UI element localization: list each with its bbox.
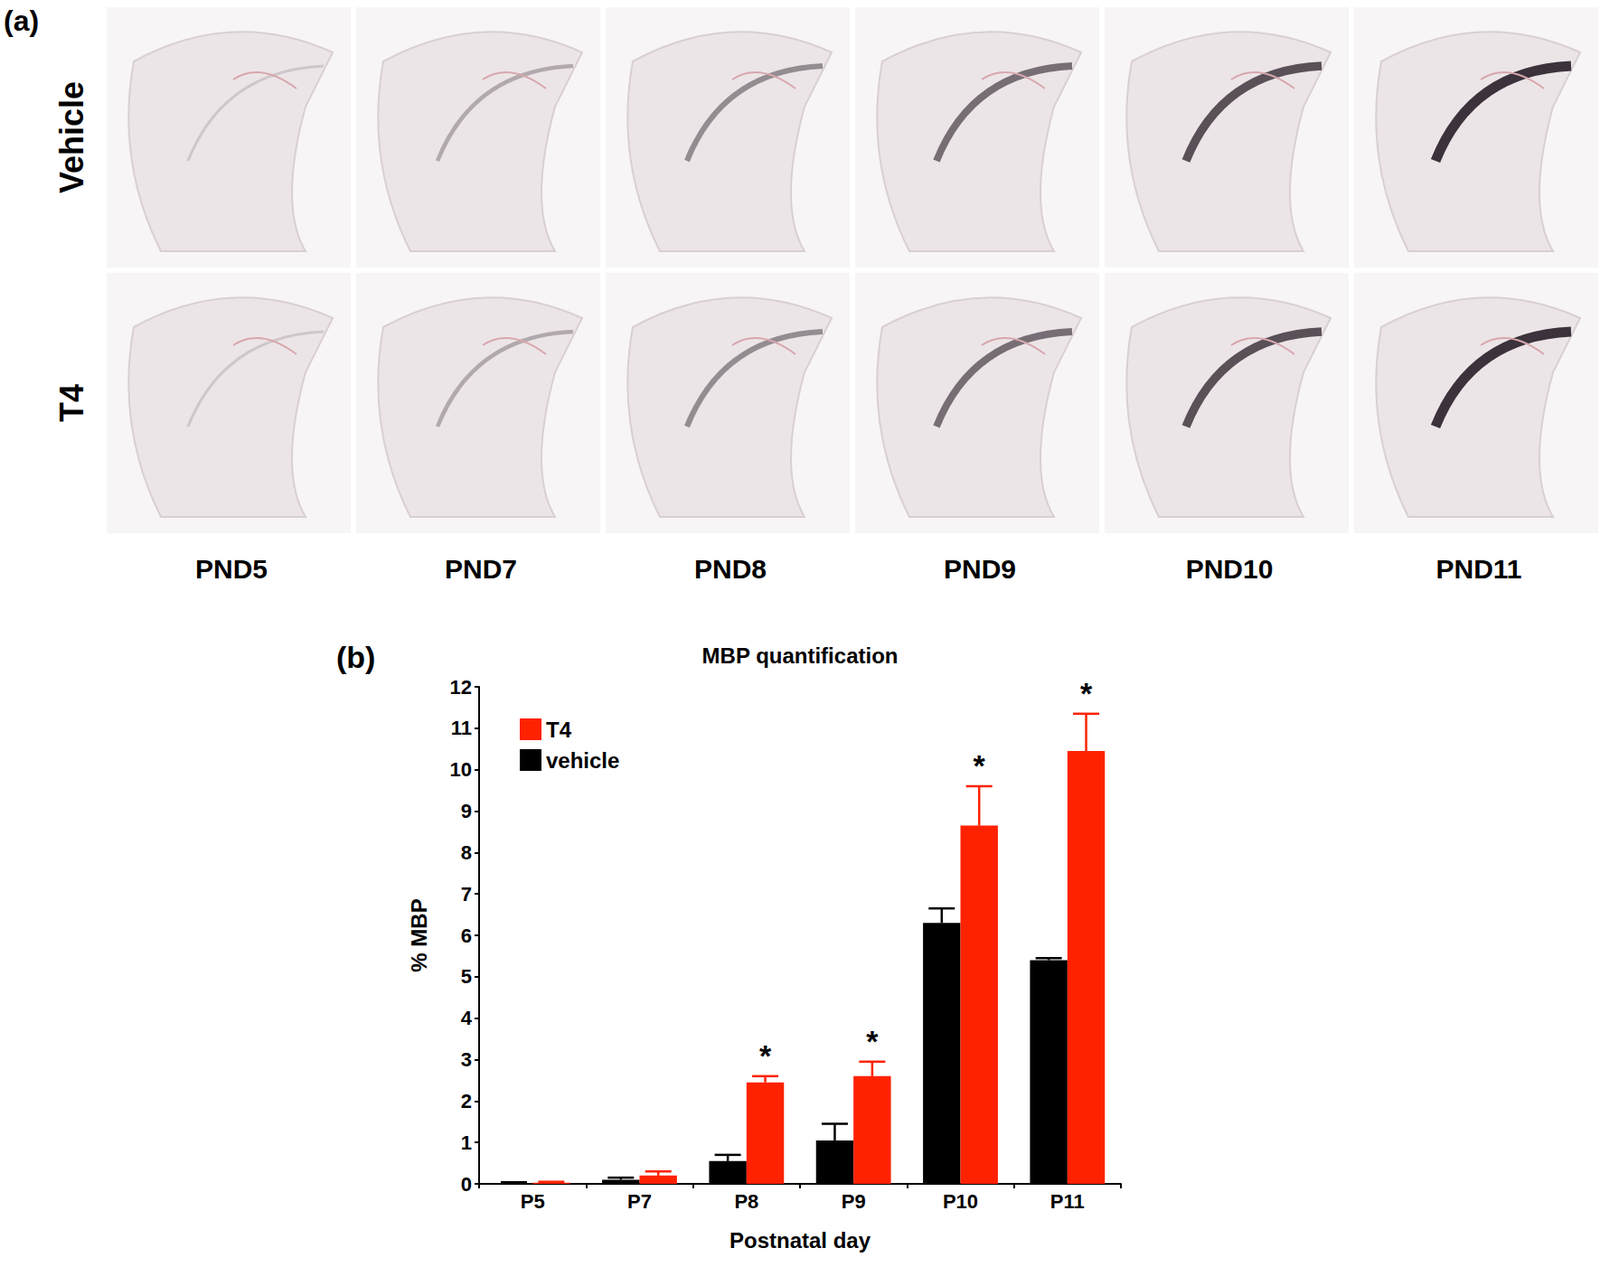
- svg-text:Postnatal day: Postnatal day: [729, 1228, 872, 1253]
- svg-text:4: 4: [461, 1007, 473, 1030]
- svg-text:2: 2: [461, 1090, 472, 1113]
- svg-text:PND8: PND8: [694, 554, 767, 584]
- svg-text:*: *: [973, 748, 987, 783]
- svg-text:vehicle: vehicle: [545, 748, 620, 773]
- svg-text:(a): (a): [3, 4, 39, 38]
- svg-text:7: 7: [461, 883, 472, 906]
- svg-text:1: 1: [461, 1131, 472, 1155]
- html-text:(b): (b): [336, 640, 376, 675]
- svg-text:0: 0: [461, 1173, 472, 1196]
- svg-text:6: 6: [461, 924, 472, 948]
- svg-text:Vehicle: Vehicle: [53, 81, 91, 194]
- svg-text:PND7: PND7: [444, 554, 518, 584]
- svg-text:*: *: [1080, 676, 1093, 711]
- svg-text:T4: T4: [545, 717, 573, 743]
- svg-text:PND5: PND5: [195, 554, 268, 584]
- svg-text:12: 12: [450, 676, 472, 699]
- svg-text:PND11: PND11: [1435, 554, 1522, 584]
- svg-text:P10: P10: [942, 1190, 979, 1214]
- svg-text:9: 9: [461, 800, 472, 823]
- svg-text:PND10: PND10: [1185, 554, 1274, 584]
- svg-text:*: *: [759, 1038, 772, 1073]
- svg-text:P5: P5: [520, 1190, 546, 1214]
- svg-text:T4: T4: [53, 384, 91, 423]
- svg-text:5: 5: [461, 965, 472, 989]
- svg-text:*: *: [865, 1024, 879, 1059]
- svg-text:P7: P7: [627, 1190, 652, 1214]
- svg-text:MBP quantification: MBP quantification: [702, 643, 899, 669]
- svg-text:PND9: PND9: [943, 554, 1017, 584]
- svg-text:3: 3: [461, 1048, 472, 1072]
- svg-text:10: 10: [450, 758, 472, 782]
- svg-text:% MBP: % MBP: [406, 898, 432, 972]
- svg-text:8: 8: [461, 841, 472, 865]
- svg-text:P8: P8: [734, 1190, 759, 1214]
- svg-text:P9: P9: [841, 1190, 866, 1214]
- svg-text:P11: P11: [1050, 1190, 1085, 1214]
- svg-text:11: 11: [451, 716, 472, 740]
